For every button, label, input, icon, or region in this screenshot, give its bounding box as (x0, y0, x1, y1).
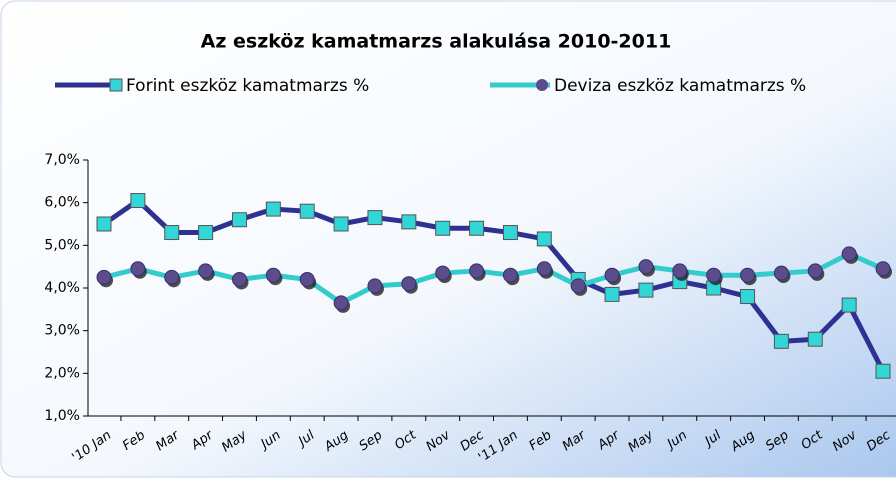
marker (773, 265, 789, 281)
marker (841, 246, 857, 262)
marker (96, 216, 112, 232)
marker (604, 286, 620, 302)
y-tick-label: 6,0% (44, 195, 80, 211)
y-tick-label: 5,0% (44, 237, 80, 253)
marker (502, 225, 518, 241)
marker (740, 267, 756, 283)
marker (333, 216, 349, 232)
marker (570, 278, 586, 294)
marker (198, 225, 214, 241)
chart-title: Az eszköz kamatmarzs alakulása 2010-2011 (201, 31, 672, 53)
marker (469, 220, 485, 236)
marker (299, 203, 315, 219)
marker (672, 263, 688, 279)
marker (740, 289, 756, 305)
y-tick-label: 7,0% (44, 152, 80, 168)
marker (401, 276, 417, 292)
marker (706, 267, 722, 283)
marker (265, 267, 281, 283)
y-tick-label: 1,0% (44, 408, 80, 424)
marker (536, 231, 552, 247)
legend-label: Forint eszköz kamatmarzs % (126, 76, 369, 96)
marker (401, 214, 417, 230)
marker (807, 263, 823, 279)
marker (367, 278, 383, 294)
marker (536, 261, 552, 277)
marker (130, 261, 146, 277)
legend-marker (109, 78, 123, 92)
marker (435, 265, 451, 281)
marker (875, 261, 891, 277)
marker (231, 212, 247, 228)
marker (841, 297, 857, 313)
marker (435, 220, 451, 236)
marker (807, 331, 823, 347)
y-tick-label: 3,0% (44, 323, 80, 339)
legend-marker (536, 79, 548, 91)
marker (875, 363, 891, 379)
marker (299, 271, 315, 287)
marker (130, 193, 146, 209)
marker (198, 263, 214, 279)
marker (96, 269, 112, 285)
marker (164, 225, 180, 241)
marker (502, 267, 518, 283)
marker (638, 282, 654, 298)
marker (638, 259, 654, 275)
marker (604, 267, 620, 283)
y-tick-label: 2,0% (44, 365, 80, 381)
marker (333, 295, 349, 311)
marker (773, 333, 789, 349)
marker (265, 201, 281, 217)
marker (367, 210, 383, 226)
marker (469, 263, 485, 279)
marker (231, 271, 247, 287)
legend-label: Deviza eszköz kamatmarzs % (554, 76, 806, 96)
y-tick-label: 4,0% (44, 280, 80, 296)
marker (164, 269, 180, 285)
